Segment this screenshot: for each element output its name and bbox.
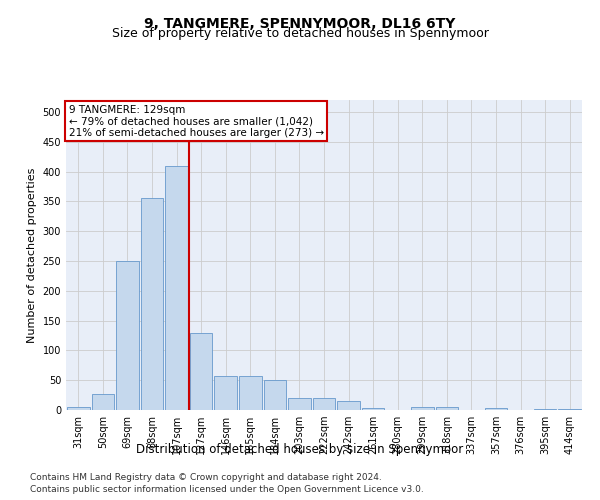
Text: Distribution of detached houses by size in Spennymoor: Distribution of detached houses by size … <box>136 442 464 456</box>
Text: 9, TANGMERE, SPENNYMOOR, DL16 6TY: 9, TANGMERE, SPENNYMOOR, DL16 6TY <box>145 18 455 32</box>
Text: Contains public sector information licensed under the Open Government Licence v3: Contains public sector information licen… <box>30 485 424 494</box>
Text: Contains HM Land Registry data © Crown copyright and database right 2024.: Contains HM Land Registry data © Crown c… <box>30 472 382 482</box>
Bar <box>263 380 286 410</box>
Bar <box>362 408 385 410</box>
Text: Size of property relative to detached houses in Spennymoor: Size of property relative to detached ho… <box>112 28 488 40</box>
Bar <box>67 407 89 410</box>
Bar <box>288 398 311 410</box>
Text: 9 TANGMERE: 129sqm
← 79% of detached houses are smaller (1,042)
21% of semi-deta: 9 TANGMERE: 129sqm ← 79% of detached hou… <box>68 104 324 138</box>
Bar <box>214 376 237 410</box>
Bar <box>239 376 262 410</box>
Y-axis label: Number of detached properties: Number of detached properties <box>27 168 37 342</box>
Bar <box>140 198 163 410</box>
Bar <box>534 409 556 410</box>
Bar <box>165 166 188 410</box>
Bar <box>559 409 581 410</box>
Bar <box>313 398 335 410</box>
Bar <box>337 401 360 410</box>
Bar <box>190 332 212 410</box>
Bar <box>116 261 139 410</box>
Bar <box>436 407 458 410</box>
Bar <box>485 408 508 410</box>
Bar <box>411 407 434 410</box>
Bar <box>92 394 114 410</box>
